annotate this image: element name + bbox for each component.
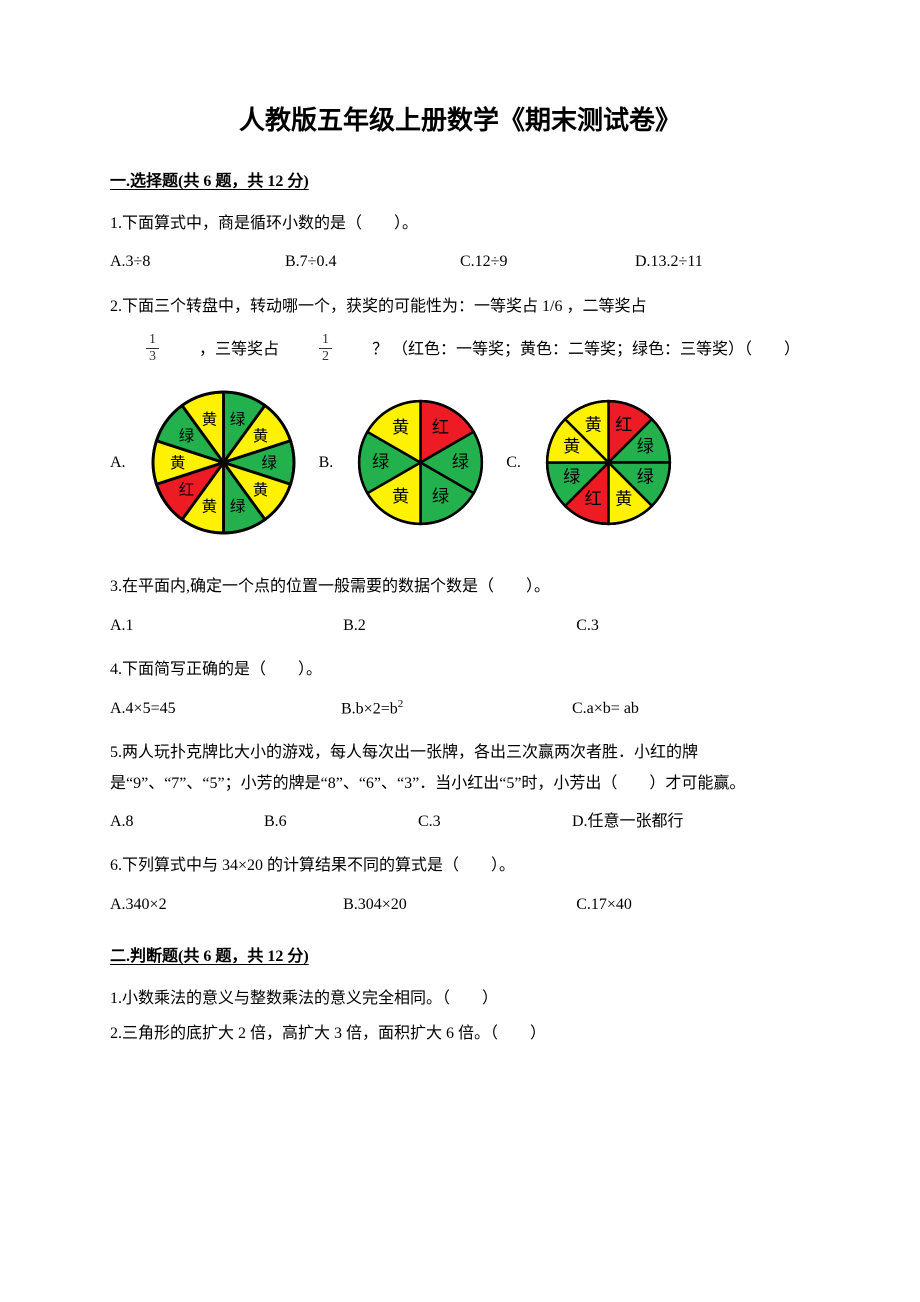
svg-text:红: 红: [615, 416, 632, 435]
q4-opt-a: A.4×5=45: [110, 694, 341, 725]
section2-header: 二.判断题(共 6 题，共 12 分): [110, 942, 810, 966]
svg-text:黄: 黄: [392, 487, 409, 506]
q5-opt-d: D.任意一张都行: [572, 807, 810, 837]
svg-text:绿: 绿: [229, 498, 245, 516]
svg-text:红: 红: [432, 418, 449, 437]
q1-options: A.3÷8 B.7÷0.4 C.12÷9 D.13.2÷11: [110, 247, 810, 277]
q2-opt-c-label: C.: [506, 448, 521, 478]
q6: 6.下列算式中与 34×20 的计算结果不同的算式是（ ）。 A.340×2 B…: [110, 851, 810, 920]
svg-text:黄: 黄: [615, 490, 632, 509]
svg-text:绿: 绿: [637, 468, 654, 487]
pie-chart-a: 绿黄绿黄绿黄红黄绿黄: [146, 385, 301, 540]
q3-opt-b: B.2: [343, 611, 576, 641]
q2-stem-b-post: ？ （红色：一等奖；黄色：二等奖；绿色：三等奖）（ ）: [372, 341, 800, 358]
q2-stem-line2: 1 3 ，三等奖占 1 2 ？ （红色：一等奖；黄色：二等奖；绿色：三等奖）（ …: [110, 332, 810, 367]
svg-text:绿: 绿: [637, 438, 654, 457]
q6-opt-a: A.340×2: [110, 890, 343, 920]
svg-text:红: 红: [585, 490, 602, 509]
q1-opt-a: A.3÷8: [110, 247, 285, 277]
s2-q2: 2.三角形的底扩大 2 倍，高扩大 3 倍，面积扩大 6 倍。（ ）: [110, 1019, 810, 1049]
q1: 1.下面算式中，商是循环小数的是（ ）。 A.3÷8 B.7÷0.4 C.12÷…: [110, 209, 810, 278]
q4: 4.下面简写正确的是（ ）。 A.4×5=45 B.b×2=b2 C.a×b= …: [110, 655, 810, 724]
svg-text:黄: 黄: [585, 416, 602, 435]
svg-text:黄: 黄: [392, 418, 409, 437]
section1-header: 一.选择题(共 6 题，共 12 分): [110, 167, 810, 191]
q5-options: A.8 B.6 C.3 D.任意一张都行: [110, 807, 810, 837]
q3: 3.在平面内,确定一个点的位置一般需要的数据个数是（ ）。 A.1 B.2 C.…: [110, 572, 810, 641]
q1-opt-c: C.12÷9: [460, 247, 635, 277]
svg-text:黄: 黄: [252, 428, 268, 446]
pie-chart-b: 红绿绿黄绿黄: [353, 395, 488, 530]
q6-opt-c: C.17×40: [576, 890, 809, 920]
q3-options: A.1 B.2 C.3: [110, 611, 810, 641]
q6-stem: 6.下列算式中与 34×20 的计算结果不同的算式是（ ）。: [110, 851, 810, 881]
svg-text:黄: 黄: [563, 438, 580, 457]
svg-text:绿: 绿: [563, 468, 580, 487]
svg-text:绿: 绿: [178, 428, 194, 446]
q5-opt-c: C.3: [418, 807, 572, 837]
svg-text:绿: 绿: [452, 453, 469, 472]
svg-text:绿: 绿: [372, 453, 389, 472]
q4-stem: 4.下面简写正确的是（ ）。: [110, 655, 810, 685]
q1-stem: 1.下面算式中，商是循环小数的是（ ）。: [110, 209, 810, 239]
q6-opt-b: B.304×20: [343, 890, 576, 920]
q2-stem-b-pre: ，三等奖占: [199, 341, 279, 358]
svg-text:黄: 黄: [201, 498, 217, 516]
q5: 5.两人玩扑克牌比大小的游戏，每人每次出一张牌，各出三次赢两次者胜．小红的牌是“…: [110, 738, 810, 837]
q5-stem: 5.两人玩扑克牌比大小的游戏，每人每次出一张牌，各出三次赢两次者胜．小红的牌是“…: [110, 738, 810, 799]
fraction-1-3: 1 3: [146, 333, 159, 364]
svg-text:黄: 黄: [201, 411, 217, 429]
fraction-1-2: 1 2: [319, 333, 332, 364]
svg-text:红: 红: [178, 481, 194, 499]
svg-text:绿: 绿: [261, 454, 277, 472]
q4-opt-c: C.a×b= ab: [572, 694, 803, 725]
q2-pie-row: A. 绿黄绿黄绿黄红黄绿黄 B. 红绿绿黄绿黄 C. 红绿绿黄红绿黄黄: [110, 385, 810, 540]
svg-text:绿: 绿: [229, 411, 245, 429]
q1-opt-d: D.13.2÷11: [635, 247, 810, 277]
page-title: 人教版五年级上册数学《期末测试卷》: [110, 100, 810, 137]
q2-opt-b-label: B.: [319, 448, 334, 478]
q2: 2.下面三个转盘中，转动哪一个，获奖的可能性为：一等奖占 1/6 ，二等奖占 1…: [110, 292, 810, 541]
q2-stem-line1: 2.下面三个转盘中，转动哪一个，获奖的可能性为：一等奖占 1/6 ，二等奖占: [110, 292, 810, 322]
q4-options: A.4×5=45 B.b×2=b2 C.a×b= ab: [110, 694, 810, 725]
q4-opt-b: B.b×2=b2: [341, 694, 572, 725]
q3-stem: 3.在平面内,确定一个点的位置一般需要的数据个数是（ ）。: [110, 572, 810, 602]
svg-text:绿: 绿: [432, 487, 449, 506]
svg-text:黄: 黄: [170, 454, 186, 472]
svg-text:黄: 黄: [252, 481, 268, 499]
q3-opt-c: C.3: [576, 611, 809, 641]
q3-opt-a: A.1: [110, 611, 343, 641]
q6-options: A.340×2 B.304×20 C.17×40: [110, 890, 810, 920]
q5-opt-b: B.6: [264, 807, 418, 837]
q5-opt-a: A.8: [110, 807, 264, 837]
s2-q1: 1.小数乘法的意义与整数乘法的意义完全相同。（ ）: [110, 984, 810, 1014]
pie-chart-c: 红绿绿黄红绿黄黄: [541, 395, 676, 530]
q1-opt-b: B.7÷0.4: [285, 247, 460, 277]
q2-opt-a-label: A.: [110, 448, 126, 478]
